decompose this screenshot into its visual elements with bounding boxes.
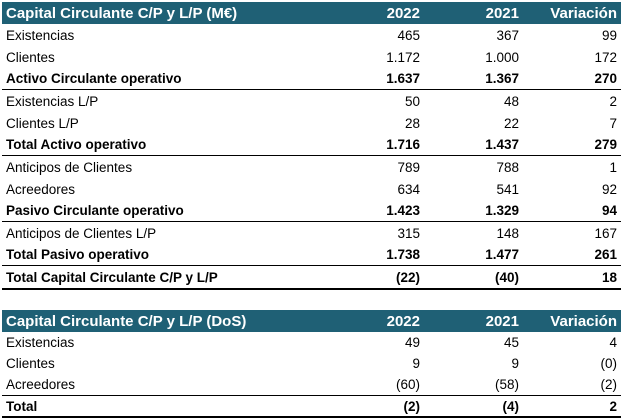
row-label: Total Capital Circulante C/P y L/P <box>2 265 308 290</box>
row-label: Clientes <box>6 356 55 371</box>
row-label: Clientes L/P <box>6 115 79 131</box>
row-label: Anticipos de Clientes L/P <box>6 225 157 241</box>
row-label: Pasivo Circulante operativo <box>2 200 308 222</box>
value-variacion: 99 <box>601 27 617 43</box>
column-header-variacion: Variación <box>523 2 621 24</box>
table-row: Anticipos de Clientes 789 788 1 <box>2 156 621 179</box>
value-2022: 465 <box>397 27 420 43</box>
subtotal-row: Total Activo operativo 1.716 1.437 279 <box>2 134 621 156</box>
subtotal-row: Pasivo Circulante operativo 1.423 1.329 … <box>2 200 621 222</box>
column-header-2021: 2021 <box>424 310 523 332</box>
value-2021: 22 <box>503 115 519 131</box>
value-variacion: 279 <box>523 134 621 156</box>
value-variacion: 270 <box>523 68 621 90</box>
value-2021: (58) <box>494 377 519 392</box>
value-2021: 367 <box>496 27 519 43</box>
total-row: Total (2) (4) 2 <box>2 395 621 418</box>
value-2022: 789 <box>397 159 420 175</box>
value-2021: 1.000 <box>485 49 519 65</box>
value-2021: 1.437 <box>424 134 523 156</box>
value-variacion: 1 <box>609 159 617 175</box>
value-2022: (2) <box>308 395 424 418</box>
table-row: Anticipos de Clientes L/P 315 148 167 <box>2 222 621 245</box>
table-header: Capital Circulante C/P y L/P (M€) 2022 2… <box>2 2 621 24</box>
total-row: Total Capital Circulante C/P y L/P (22) … <box>2 265 621 290</box>
row-label: Existencias <box>6 335 75 350</box>
value-2021: 541 <box>496 181 519 197</box>
row-label: Existencias L/P <box>6 93 99 109</box>
value-2021: 1.329 <box>424 200 523 222</box>
value-2022: (22) <box>308 265 424 290</box>
value-2022: 1.172 <box>386 49 420 65</box>
value-variacion: 4 <box>609 335 617 350</box>
row-label: Acreedores <box>6 377 76 392</box>
table-title: Capital Circulante C/P y L/P (DoS) <box>2 310 308 332</box>
working-capital-table-meur: Capital Circulante C/P y L/P (M€) 2022 2… <box>2 2 621 290</box>
value-2022: 50 <box>404 93 420 109</box>
value-variacion: 92 <box>601 181 617 197</box>
value-2022: 1.637 <box>308 68 424 90</box>
row-label: Total <box>2 395 308 418</box>
row-label: Anticipos de Clientes <box>6 159 133 175</box>
value-2022: 28 <box>404 115 420 131</box>
row-label: Total Pasivo operativo <box>2 244 308 266</box>
value-2021: 1.477 <box>424 244 523 266</box>
value-2022: 1.423 <box>308 200 424 222</box>
table-row: Acreedores 634 541 92 <box>2 178 621 200</box>
value-2022: 49 <box>404 335 420 350</box>
row-label: Total Activo operativo <box>2 134 308 156</box>
value-2021: 45 <box>503 335 519 350</box>
table-row: Clientes 1.172 1.000 172 <box>2 46 621 68</box>
table-row: Acreedores (60) (58) (2) <box>2 374 621 396</box>
column-header-variacion: Variación <box>523 310 621 332</box>
column-header-2022: 2022 <box>308 310 424 332</box>
value-2021: (4) <box>424 395 523 418</box>
value-2022: 315 <box>397 225 420 241</box>
value-2021: 788 <box>496 159 519 175</box>
value-2022: (60) <box>395 377 420 392</box>
subtotal-row: Activo Circulante operativo 1.637 1.367 … <box>2 68 621 90</box>
value-variacion: 2 <box>609 93 617 109</box>
value-2021: 1.367 <box>424 68 523 90</box>
value-variacion: 7 <box>609 115 617 131</box>
value-2021: 148 <box>496 225 519 241</box>
value-2021: 9 <box>511 356 519 371</box>
value-2022: 9 <box>412 356 420 371</box>
value-2021: 48 <box>503 93 519 109</box>
working-capital-table-dos: Capital Circulante C/P y L/P (DoS) 2022 … <box>2 310 621 418</box>
row-label: Acreedores <box>6 181 76 197</box>
value-2022: 634 <box>397 181 420 197</box>
column-header-2021: 2021 <box>424 2 523 24</box>
table-title: Capital Circulante C/P y L/P (M€) <box>2 2 308 24</box>
value-variacion: 172 <box>594 49 617 65</box>
value-2022: 1.716 <box>308 134 424 156</box>
value-variacion: 18 <box>523 265 621 290</box>
value-variacion: (0) <box>600 356 618 371</box>
value-variacion: 261 <box>523 244 621 266</box>
table-row: Clientes 9 9 (0) <box>2 353 621 374</box>
row-label: Existencias <box>6 27 75 43</box>
value-variacion: 94 <box>523 200 621 222</box>
value-2021: (40) <box>424 265 523 290</box>
table-row: Existencias L/P 50 48 2 <box>2 90 621 113</box>
value-variacion: 167 <box>594 225 617 241</box>
column-header-2022: 2022 <box>308 2 424 24</box>
value-2022: 1.738 <box>308 244 424 266</box>
table-row: Clientes L/P 28 22 7 <box>2 112 621 134</box>
subtotal-row: Total Pasivo operativo 1.738 1.477 261 <box>2 244 621 266</box>
table-row: Existencias 465 367 99 <box>2 24 621 46</box>
value-variacion: (2) <box>600 377 618 392</box>
value-variacion: 2 <box>523 395 621 418</box>
row-label: Activo Circulante operativo <box>2 68 308 90</box>
row-label: Clientes <box>6 49 55 65</box>
table-row: Existencias 49 45 4 <box>2 332 621 353</box>
table-header: Capital Circulante C/P y L/P (DoS) 2022 … <box>2 310 621 332</box>
